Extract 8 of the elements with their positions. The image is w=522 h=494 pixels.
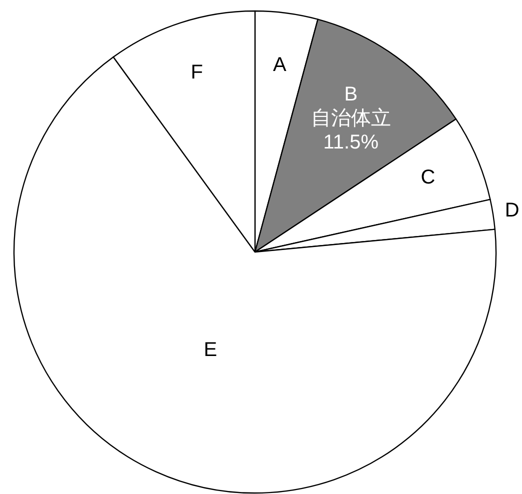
slice-label: A bbox=[273, 54, 288, 76]
slice-label: D bbox=[504, 200, 520, 222]
slice-label: C bbox=[420, 166, 436, 189]
text: 自治体立 bbox=[310, 107, 391, 130]
slice-label: F bbox=[190, 62, 204, 84]
slice-label: B bbox=[344, 83, 358, 106]
data-label: 11.5% bbox=[323, 131, 379, 154]
slice-label: E bbox=[204, 339, 218, 362]
